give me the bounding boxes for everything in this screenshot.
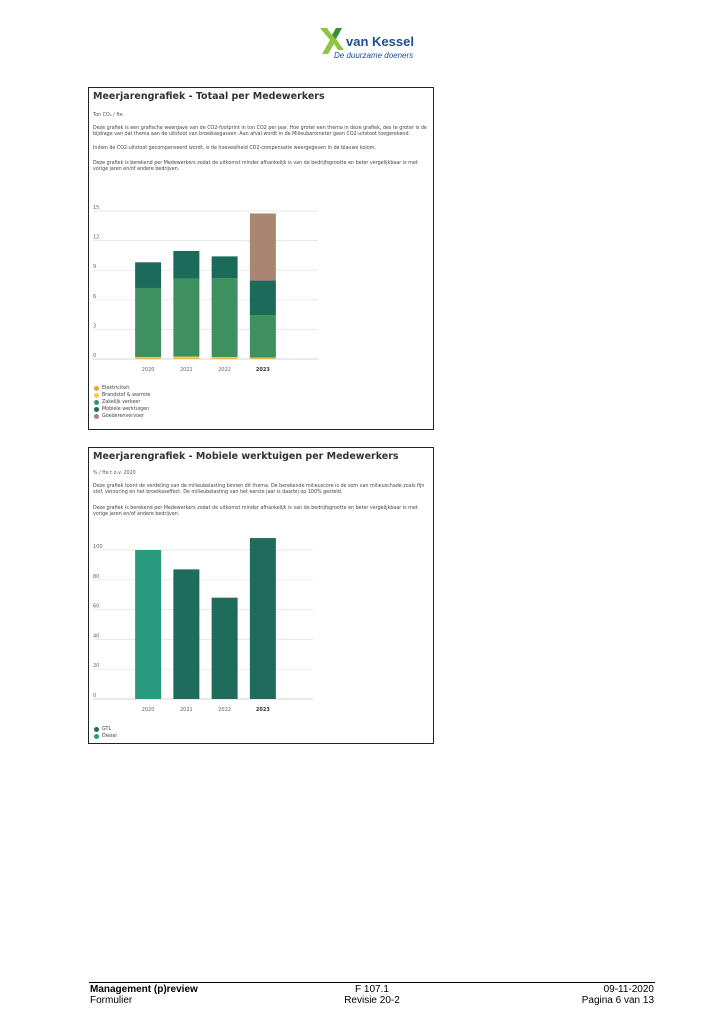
legend-swatch xyxy=(94,734,99,739)
bar-segment xyxy=(135,287,162,358)
legend-item: Elektriciteit xyxy=(94,385,150,392)
chart-legend: GTL Diesel xyxy=(94,726,117,740)
bar-segment xyxy=(211,597,238,699)
bar-segment xyxy=(249,280,276,316)
x-tick-label: 2023 xyxy=(256,367,270,372)
legend-label: Diesel xyxy=(102,734,117,739)
legend-label: Brandstof & warmte xyxy=(102,393,151,398)
legend-swatch xyxy=(94,727,99,732)
x-tick-label: 2021 xyxy=(180,707,193,713)
bar-segment xyxy=(173,250,200,279)
logo-brand-text: van Kessel xyxy=(346,34,414,49)
chart-panel-mobile-equipment: Meerjarengrafiek - Mobiele werktuigen pe… xyxy=(88,447,434,744)
y-tick-label: 0 xyxy=(93,693,96,699)
y-tick-label: 0 xyxy=(93,353,96,359)
legend-label: Mobiele werktuigen xyxy=(102,407,150,412)
logo-mark-icon xyxy=(320,28,344,54)
legend-item: Brandstof & warmte xyxy=(94,392,150,399)
y-tick-label: 9 xyxy=(93,264,96,270)
legend-item: GTL xyxy=(94,726,117,733)
legend-item: Mobiele werktuigen xyxy=(94,406,150,413)
unit-label: % / fte t.o.v. 2020 xyxy=(93,471,136,476)
y-tick-label: 60 xyxy=(93,604,99,610)
legend-swatch xyxy=(94,393,99,398)
bar-segment xyxy=(173,569,200,699)
description-paragraph: Deze grafiek is een grafische weergave v… xyxy=(93,126,427,138)
bar-segment xyxy=(249,315,276,358)
page-footer: Management (p)review Formulier F 107.1 R… xyxy=(89,982,655,1006)
bar-segment xyxy=(249,538,276,699)
bar-segment xyxy=(173,278,200,357)
legend-label: GTL xyxy=(102,727,112,732)
legend-swatch xyxy=(94,407,99,412)
logo-tagline: De duurzame doeners xyxy=(334,51,414,60)
y-tick-label: 100 xyxy=(93,544,103,550)
x-tick-label: 2020 xyxy=(142,707,155,713)
bar-segment xyxy=(135,262,162,288)
legend-swatch xyxy=(94,386,99,391)
footer-doc-type: Formulier xyxy=(90,995,133,1006)
description-paragraph: Deze grafiek is berekend per Medewerkers… xyxy=(93,506,418,518)
panel-title: Meerjarengrafiek - Mobiele werktuigen pe… xyxy=(93,451,399,462)
y-tick-label: 6 xyxy=(93,294,96,300)
y-tick-label: 15 xyxy=(93,205,99,211)
y-tick-label: 40 xyxy=(93,633,99,639)
footer-doc-title: Management (p)review xyxy=(90,984,198,995)
legend-swatch xyxy=(94,414,99,419)
stacked-bar-chart-total: 0 3 6 9 12 15 2020 2021 2022 2023 xyxy=(93,205,318,372)
footer-date: 09-11-2020 xyxy=(603,984,654,995)
footer-revision: Revisie 20-2 xyxy=(344,995,400,1006)
legend-item: Goederenvervoer xyxy=(94,413,150,420)
legend-label: Elektriciteit xyxy=(102,386,130,391)
chart-panel-total: Meerjarengrafiek - Totaal per Medewerker… xyxy=(88,87,434,430)
panel-title: Meerjarengrafiek - Totaal per Medewerker… xyxy=(93,91,325,102)
y-tick-label: 3 xyxy=(93,323,96,329)
x-tick-label: 2022 xyxy=(218,707,231,713)
legend-item: Diesel xyxy=(94,733,117,740)
y-tick-label: 20 xyxy=(93,663,99,669)
unit-label: Ton CO₂ / fte xyxy=(93,113,123,118)
company-logo: van Kessel De duurzame doeners xyxy=(318,24,428,64)
y-tick-label: 80 xyxy=(93,574,99,580)
bar-segment xyxy=(249,213,276,281)
legend-swatch xyxy=(94,400,99,405)
y-tick-label: 12 xyxy=(93,235,99,241)
legend-label: Zakelijk verkeer xyxy=(102,400,141,405)
bar-segment xyxy=(211,256,238,279)
x-tick-label: 2021 xyxy=(180,367,193,372)
footer-page-number: Pagina 6 van 13 xyxy=(581,995,654,1006)
chart-legend: Elektriciteit Brandstof & warmte Zakelijk … xyxy=(94,385,150,420)
x-tick-label: 2020 xyxy=(142,367,155,372)
bar-chart-mobile-equipment: 0 20 40 60 80 100 2020 2021 2022 2023 xyxy=(93,538,313,713)
x-tick-label: 2022 xyxy=(218,367,231,372)
bar-segment xyxy=(211,278,238,358)
legend-item: Zakelijk verkeer xyxy=(94,399,150,406)
bar-segment xyxy=(173,356,200,359)
bar-segment xyxy=(211,357,238,359)
description-paragraph: Deze grafiek toont de verdeling van de m… xyxy=(93,484,425,496)
x-tick-label: 2023 xyxy=(256,707,270,713)
description-paragraph: Deze grafiek is berekend per Medewerkers… xyxy=(93,161,418,173)
bar-segment xyxy=(249,357,276,359)
legend-label: Goederenvervoer xyxy=(102,414,144,419)
bar-segment xyxy=(135,550,162,699)
footer-form-code: F 107.1 xyxy=(355,984,389,995)
description-paragraph: Indien de CO2-uitstoot gecompenseerd wor… xyxy=(93,146,376,151)
bar-segment xyxy=(135,357,162,359)
